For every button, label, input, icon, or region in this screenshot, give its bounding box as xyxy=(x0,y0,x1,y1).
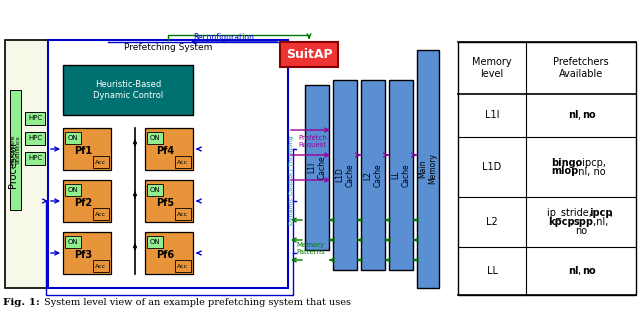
Bar xyxy=(280,42,338,67)
Text: , nl, no: , nl, no xyxy=(572,166,606,176)
Text: spp: spp xyxy=(573,217,593,227)
Text: ip_stride,: ip_stride, xyxy=(547,208,595,219)
Text: nl: nl xyxy=(568,266,579,276)
Text: ,: , xyxy=(578,110,584,121)
Text: Pf5: Pf5 xyxy=(156,198,174,208)
Text: HPC: HPC xyxy=(28,156,42,162)
Text: Reconfiguration: Reconfiguration xyxy=(193,33,255,42)
Text: no: no xyxy=(582,266,596,276)
Text: Acc: Acc xyxy=(95,264,107,268)
Text: L1I
Cache: L1I Cache xyxy=(307,156,326,179)
Bar xyxy=(417,50,439,288)
Text: Acc: Acc xyxy=(177,160,189,165)
Text: ON: ON xyxy=(150,239,160,245)
Text: bingo: bingo xyxy=(552,157,582,167)
Bar xyxy=(25,112,45,125)
Text: Pf6: Pf6 xyxy=(156,250,174,260)
Bar xyxy=(65,132,81,144)
Bar xyxy=(458,42,636,295)
Text: Memory
Patterns: Memory Patterns xyxy=(296,241,324,255)
Text: L2
Cache: L2 Cache xyxy=(364,163,383,187)
Bar xyxy=(145,232,193,274)
Text: no: no xyxy=(575,226,587,236)
Bar xyxy=(333,80,357,270)
Text: ON: ON xyxy=(68,239,78,245)
Bar xyxy=(175,208,191,220)
Bar xyxy=(145,180,193,222)
Bar xyxy=(65,236,81,248)
Text: Acc: Acc xyxy=(95,160,107,165)
Text: ON: ON xyxy=(68,187,78,193)
Text: Main
Memory: Main Memory xyxy=(419,153,438,184)
Text: ipcp: ipcp xyxy=(589,208,612,218)
Text: L1D: L1D xyxy=(483,162,502,172)
Bar xyxy=(147,236,163,248)
Text: L1D
Cache: L1D Cache xyxy=(335,163,355,187)
Bar xyxy=(361,80,385,270)
Text: Fig. 1:: Fig. 1: xyxy=(3,298,40,307)
Text: nl: nl xyxy=(568,110,579,121)
Text: Pf2: Pf2 xyxy=(74,198,92,208)
Bar xyxy=(305,85,329,250)
Bar xyxy=(63,128,111,170)
Text: mlop: mlop xyxy=(552,166,579,176)
Text: ,nl,: ,nl, xyxy=(590,217,608,227)
Bar xyxy=(63,65,193,115)
Text: ,: , xyxy=(578,266,584,276)
Bar xyxy=(93,208,109,220)
Text: LL
Cache: LL Cache xyxy=(391,163,411,187)
Bar xyxy=(63,180,111,222)
Bar xyxy=(5,40,67,288)
Bar xyxy=(145,128,193,170)
Text: no: no xyxy=(582,110,596,121)
Text: Memory
level: Memory level xyxy=(472,57,512,79)
Text: Processor: Processor xyxy=(8,140,18,188)
Text: HPC: HPC xyxy=(28,135,42,141)
Bar xyxy=(25,132,45,145)
Bar xyxy=(48,40,288,288)
Text: Prefetch
Request: Prefetch Request xyxy=(298,135,327,148)
Text: LL: LL xyxy=(486,266,497,276)
Text: Pf4: Pf4 xyxy=(156,146,174,156)
Bar xyxy=(25,152,45,165)
Text: Pf3: Pf3 xyxy=(74,250,92,260)
Bar xyxy=(147,184,163,196)
Text: ,: , xyxy=(609,208,612,218)
Text: Acc: Acc xyxy=(177,211,189,216)
Text: System level view of an example prefetching system that uses: System level view of an example prefetch… xyxy=(44,298,351,307)
Text: Hardware
Statistics: Hardware Statistics xyxy=(10,135,21,165)
Text: ON: ON xyxy=(150,187,160,193)
Text: Dynamic Control / Throttling: Dynamic Control / Throttling xyxy=(289,135,294,225)
Text: Prefetching System: Prefetching System xyxy=(124,42,212,51)
Text: HPC: HPC xyxy=(28,116,42,122)
Text: Acc: Acc xyxy=(95,211,107,216)
Bar xyxy=(93,156,109,168)
Bar xyxy=(147,132,163,144)
Text: Pf1: Pf1 xyxy=(74,146,92,156)
Bar xyxy=(175,260,191,272)
Text: , ipcp,: , ipcp, xyxy=(576,157,606,167)
Text: Heuristic-Based
Dynamic Control: Heuristic-Based Dynamic Control xyxy=(93,80,163,100)
Text: ON: ON xyxy=(150,135,160,141)
Text: ,: , xyxy=(570,217,576,227)
Text: SuitAP: SuitAP xyxy=(285,48,332,61)
Bar xyxy=(389,80,413,270)
Text: L2: L2 xyxy=(486,217,498,227)
Text: L1I: L1I xyxy=(484,110,499,121)
Text: Acc: Acc xyxy=(177,264,189,268)
Bar xyxy=(63,232,111,274)
Text: ON: ON xyxy=(68,135,78,141)
Bar xyxy=(175,156,191,168)
Bar xyxy=(93,260,109,272)
Bar xyxy=(65,184,81,196)
Text: Prefetchers
Available: Prefetchers Available xyxy=(553,57,609,79)
Bar xyxy=(10,90,21,210)
Text: kpcp: kpcp xyxy=(548,217,574,227)
